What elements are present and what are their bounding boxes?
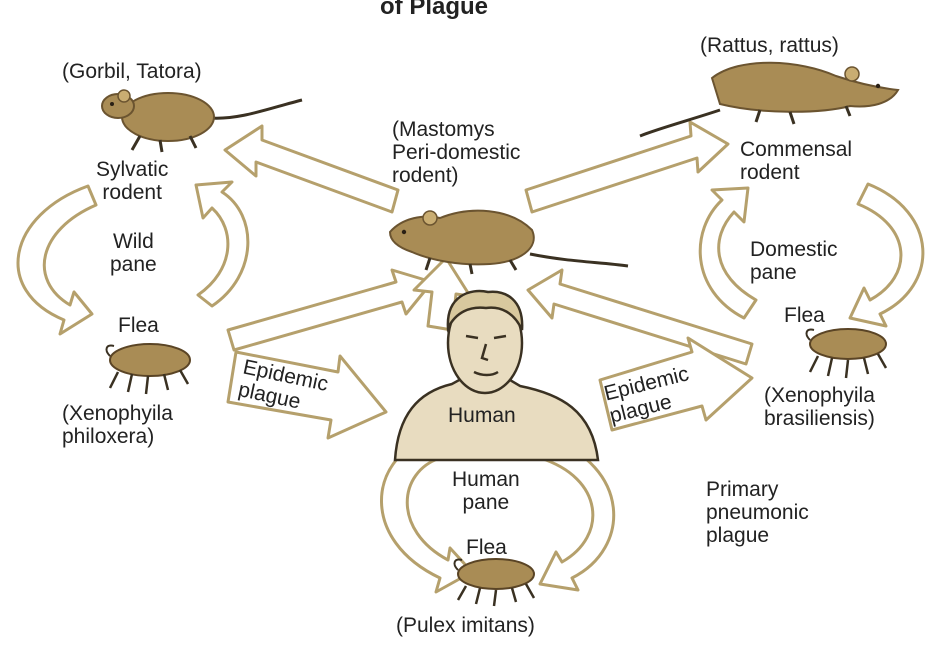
wild-pane-cycle-arrows xyxy=(16,180,250,336)
domestic-pane-arrow-down xyxy=(848,182,925,328)
wild-pane-arrow-down xyxy=(16,184,98,336)
flea-bottom-icon xyxy=(453,558,536,607)
arrow-epidemic-plague-left xyxy=(226,350,388,440)
human-label: Human xyxy=(448,404,516,427)
sylvatic-rodent-icon xyxy=(101,89,303,153)
primary-pneumonic-plague-label: Primary pneumonic plague xyxy=(706,478,809,547)
sylvatic-rodent-label: Sylvatic rodent xyxy=(96,158,169,204)
commensal-species-label: (Rattus, rattus) xyxy=(700,34,839,57)
human-hair xyxy=(446,289,524,333)
wild-pane-label: Wild pane xyxy=(110,230,157,276)
sylvatic-species-label: (Gorbil, Tatora) xyxy=(62,60,202,83)
flea-right-species-label: (Xenophyila brasiliensis) xyxy=(764,384,875,430)
flea-right-label: Flea xyxy=(784,304,825,327)
arrow-epidemic-plague-right xyxy=(598,336,754,432)
human-face-lines xyxy=(465,334,507,377)
flea-left-species-label: (Xenophyila philoxera) xyxy=(62,402,173,448)
straight-arrows xyxy=(223,120,754,440)
flea-left-icon xyxy=(105,343,191,395)
commensal-rodent-icon xyxy=(639,61,900,138)
wild-pane-arrow-up xyxy=(194,180,250,308)
human-pane-arrow-right xyxy=(538,436,616,592)
commensal-rodent-label: Commensal rodent xyxy=(740,138,853,184)
flea-bottom-label: Flea xyxy=(466,536,507,559)
human-pane-cycle-arrows xyxy=(380,436,616,594)
arrow-flea-to-mastomys-right xyxy=(526,268,754,366)
human-figure xyxy=(393,289,600,462)
arrow-flea-to-mastomys-left xyxy=(226,268,434,352)
mastomys-rodent-icon xyxy=(388,209,629,275)
flea-bottom-species-label: (Pulex imitans) xyxy=(396,614,535,637)
domestic-pane-cycle-arrows xyxy=(698,182,925,328)
diagram-title: of Plague xyxy=(380,0,489,20)
arrow-to-sylvatic-rodent xyxy=(223,124,400,214)
flea-left-label: Flea xyxy=(118,314,159,337)
domestic-pane-arrow-up xyxy=(698,186,758,320)
human-pane-arrow-left xyxy=(380,436,474,594)
human-pane-label: Human pane xyxy=(452,468,520,514)
flea-right-icon xyxy=(805,328,888,379)
domestic-pane-label: Domestic pane xyxy=(750,238,838,284)
mastomys-label: (Mastomys Peri-domestic rodent) xyxy=(392,118,521,187)
arrow-to-commensal-rodent xyxy=(524,120,730,214)
